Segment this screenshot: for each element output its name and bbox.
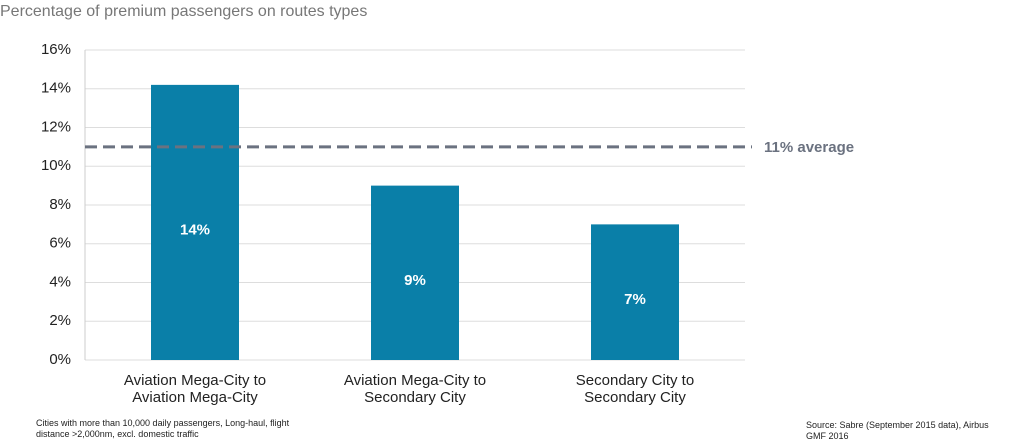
bar [371, 185, 459, 360]
y-tick-label: 12% [41, 118, 71, 135]
average-label: 11% average [764, 139, 854, 156]
value-label: 14% [180, 221, 210, 238]
y-tick-label: 8% [49, 196, 71, 213]
y-tick-label: 4% [49, 273, 71, 290]
value-label: 7% [624, 291, 646, 308]
x-tick-label: Aviation Mega-City to Aviation Mega-City [123, 372, 267, 406]
value-label: 9% [404, 272, 426, 289]
y-tick-label: 0% [49, 351, 71, 368]
bar [151, 84, 239, 360]
footnote: Cities with more than 10,000 daily passe… [36, 418, 290, 439]
y-tick-label: 16% [41, 41, 71, 58]
y-tick-label: 6% [49, 235, 71, 252]
chart-title: Percentage of premium passengers on rout… [0, 3, 367, 20]
source: Source: Sabre (September 2015 data), Air… [806, 420, 989, 441]
bar [591, 224, 679, 360]
y-tick-label: 2% [49, 312, 71, 329]
y-tick-label: 10% [41, 157, 71, 174]
x-tick-label: Aviation Mega-City to Secondary City [343, 372, 487, 406]
x-tick-label: Secondary City to Secondary City [575, 372, 695, 406]
y-tick-label: 14% [41, 80, 71, 97]
